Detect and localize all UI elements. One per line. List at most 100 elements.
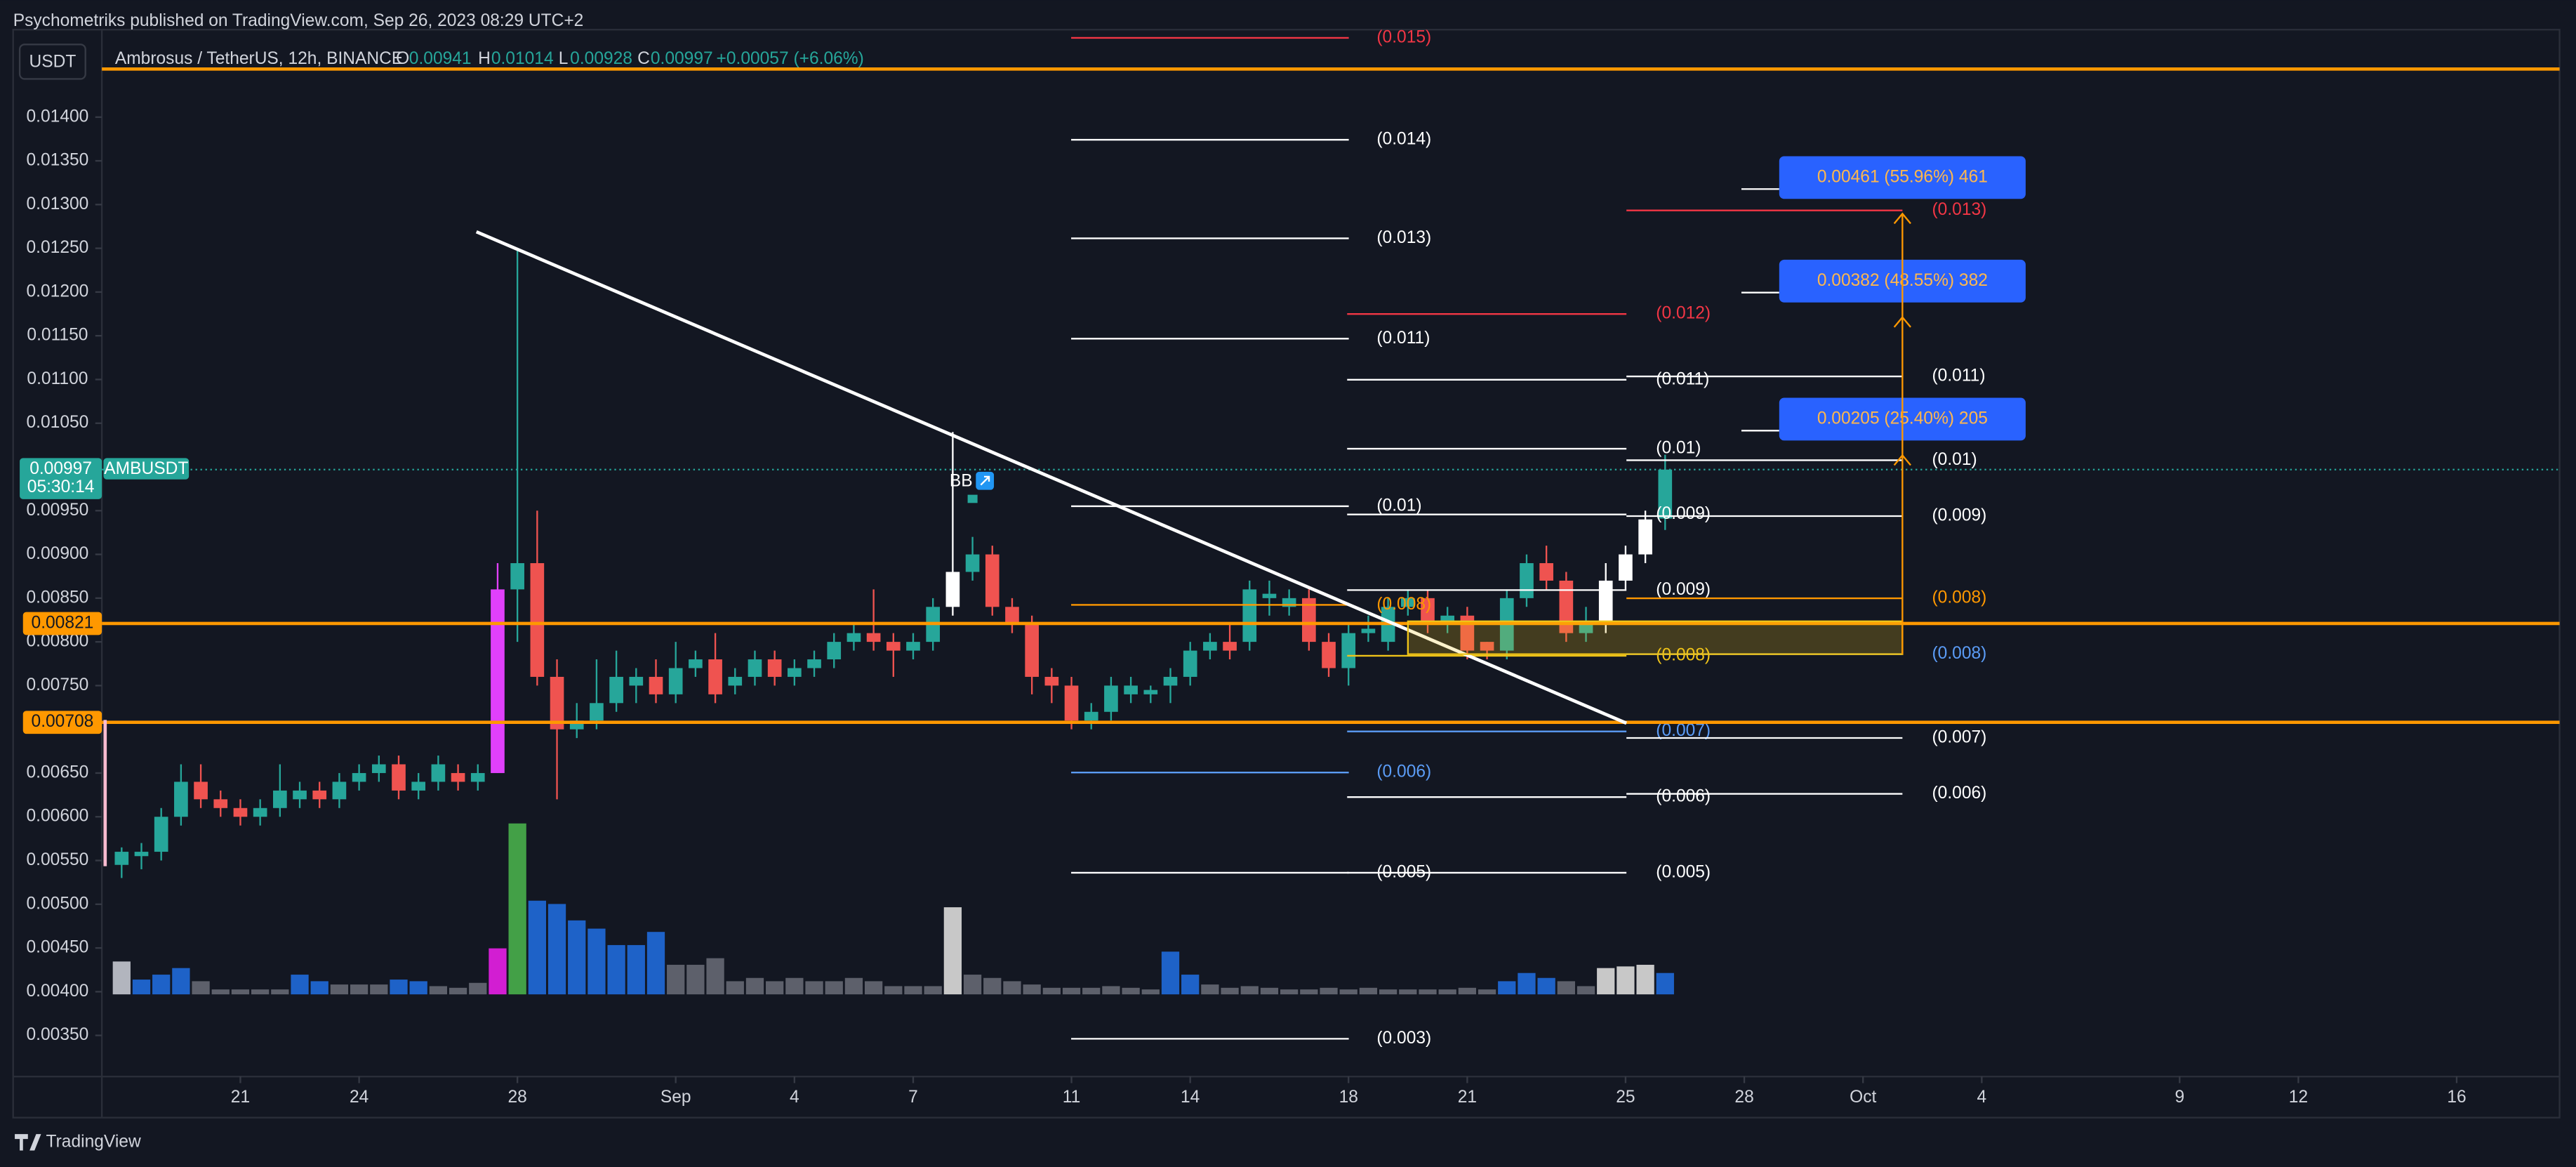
level-label: (0.013) <box>1376 228 1431 247</box>
x-tick-label: 25 <box>1616 1088 1635 1107</box>
volume-bar <box>330 984 349 995</box>
legend-o-label: O <box>396 49 409 68</box>
header-text: Psychometriks published on TradingView.c… <box>13 11 584 30</box>
x-tick-label: 21 <box>231 1088 250 1107</box>
volume-bar <box>627 944 645 995</box>
volume-bar <box>726 981 744 995</box>
y-tick-label: 0.00650 <box>27 763 89 782</box>
candle-body <box>114 852 129 865</box>
price-tag-label: 0.00708 <box>32 712 94 731</box>
candle-body <box>649 676 663 694</box>
volume-bar <box>528 900 546 995</box>
price-tag-label: 0.00821 <box>32 613 94 632</box>
volume-bar <box>152 975 171 995</box>
footer-text: TradingView <box>46 1132 141 1151</box>
price-tag <box>22 612 102 635</box>
candle-body <box>906 642 920 651</box>
candle-body <box>1520 563 1534 598</box>
candle-body <box>1223 642 1237 651</box>
candle-body <box>134 852 149 857</box>
x-tick-label: 11 <box>1063 1088 1081 1107</box>
candle-body <box>530 563 545 677</box>
volume-bar <box>1359 987 1378 995</box>
volume-bar <box>1042 987 1061 995</box>
y-tick-label: 0.01250 <box>27 238 89 257</box>
legend: Ambrosus / TetherUS, 12h, BINANCE O 0.00… <box>115 49 864 68</box>
level-label: (0.008) <box>1932 588 1987 607</box>
candle-body <box>807 659 821 668</box>
volume-bar <box>587 928 606 995</box>
x-tick-label: 4 <box>790 1088 799 1107</box>
volume-bar <box>884 986 903 995</box>
footer-logo <box>15 1134 41 1151</box>
symbol-tag <box>103 458 190 480</box>
y-tick-label: 0.01050 <box>27 413 89 432</box>
y-tick-label: 0.01400 <box>27 107 89 126</box>
volume-bar <box>943 907 962 995</box>
candle-body <box>1183 650 1197 677</box>
candle-body <box>154 817 168 852</box>
volume-bar <box>1141 989 1160 995</box>
legend-h-label: H <box>478 49 491 68</box>
trend-line <box>475 230 1628 725</box>
candle-body <box>1619 554 1633 581</box>
footer: TradingView <box>15 1132 141 1151</box>
candle-body <box>194 782 208 800</box>
y-tick-label: 0.00400 <box>27 982 89 1001</box>
candle-body <box>312 790 327 800</box>
volume-bar <box>1498 981 1516 995</box>
chart-frame <box>12 29 2561 1119</box>
candle-body <box>293 790 307 800</box>
volume-bar <box>489 948 507 995</box>
y-tick-label: 0.00550 <box>27 850 89 869</box>
arrow-head <box>1893 316 1911 328</box>
candle-body <box>213 799 228 808</box>
measure-label: 0.00461 (55.96%) 461 <box>1817 167 1988 186</box>
candle-body <box>1203 642 1217 651</box>
volume-bar <box>864 981 883 995</box>
volume-bar <box>766 981 784 995</box>
volume-bar <box>904 986 922 995</box>
y-tick-label: 0.01300 <box>27 194 89 213</box>
volume-bar <box>1260 987 1279 995</box>
candle-body <box>1242 589 1257 642</box>
legend-o: 0.00941 <box>409 49 472 68</box>
x-tick-label: Sep <box>660 1088 691 1107</box>
candle-body <box>332 782 347 800</box>
volume-bar <box>251 989 270 995</box>
countdown: 05:30:14 <box>27 477 95 496</box>
level-label: (0.008) <box>1656 645 1711 664</box>
volume-bar <box>1379 989 1397 995</box>
level-label: (0.006) <box>1656 787 1711 806</box>
level-label: (0.011) <box>1656 369 1709 388</box>
volume-bar <box>508 823 526 995</box>
candle-body <box>1025 624 1039 677</box>
volume-bar <box>1300 989 1318 995</box>
level-label: (0.015) <box>1376 27 1431 46</box>
candle-body <box>273 790 287 808</box>
candle-body <box>1302 598 1316 642</box>
candle-body <box>470 772 485 782</box>
volume-bar <box>310 981 328 995</box>
candle-body <box>1658 469 1673 519</box>
candle-body <box>1539 563 1553 581</box>
candle-body <box>451 772 465 782</box>
volume-bar <box>429 986 448 995</box>
level-label: (0.009) <box>1932 506 1987 525</box>
x-tick-label: 24 <box>350 1088 369 1107</box>
volume-bar <box>1201 984 1219 995</box>
y-tick-label: 0.00600 <box>27 807 89 826</box>
volume-bar <box>1161 951 1180 995</box>
level-label: (0.006) <box>1376 763 1431 782</box>
volume-bar <box>1320 987 1338 995</box>
level-label: (0.008) <box>1376 595 1431 614</box>
volume-bar <box>1419 989 1437 995</box>
x-tick-label: 7 <box>908 1088 918 1107</box>
volume-bar <box>963 975 982 995</box>
symbol-tag-label: AMBUSDT <box>104 459 188 478</box>
candle-body <box>431 764 446 782</box>
volume-bar <box>231 989 250 995</box>
level-label: (0.007) <box>1932 727 1987 746</box>
volume-bar <box>1082 987 1101 995</box>
